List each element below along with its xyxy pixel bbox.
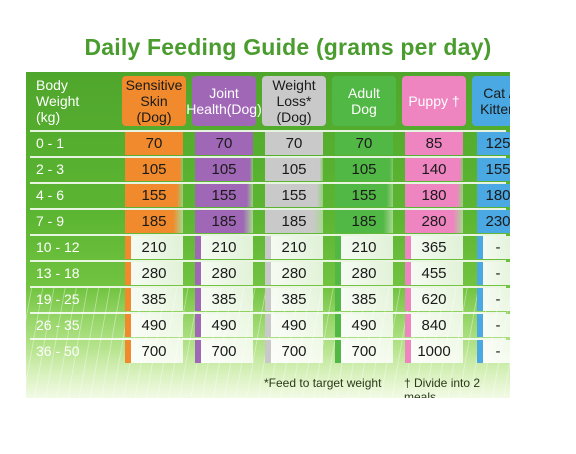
weight-range: 7 - 9 [36,213,65,229]
table-row: 13 - 18 280 280 280 280 455- [30,262,510,285]
weight-range: 10 - 12 [36,239,80,255]
header-cat: Cat / Kitten [472,76,510,126]
cell-cat: - [477,262,510,285]
table-row: 4 - 6 155 155 155 155 180 180 [30,184,510,207]
row-divider [30,234,506,236]
weight-range: 13 - 18 [36,265,80,281]
weight-range: 2 - 3 [36,161,65,177]
row-divider [30,182,506,184]
cell-cat: - [477,314,510,337]
table-row: 10 - 12 210 210 210 210 365- [30,236,510,259]
table-row: 19 - 25 385 385 385 385 620- [30,288,510,311]
cell-sensitive: 105 [125,158,183,181]
cell-adult: 155 [335,184,393,207]
cell-cat: 180 [477,184,510,207]
row-divider [30,156,506,158]
cell-puppy: 840 [405,314,463,337]
cell-adult: 700 [335,340,393,363]
row-divider [30,208,506,210]
row-divider [30,286,506,288]
cell-weightloss: 210 [265,236,323,259]
header-puppy: Puppy † [402,76,466,126]
table-row: 36 - 50 700 700 700 700 1000- [30,340,510,363]
cell-cat: - [477,340,510,363]
weight-range: 36 - 50 [36,343,80,359]
cell-sensitive: 490 [125,314,183,337]
cell-joint: 490 [195,314,253,337]
cell-sensitive: 185 [125,210,183,233]
cell-puppy: 620 [405,288,463,311]
cell-joint: 105 [195,158,253,181]
cell-sensitive: 210 [125,236,183,259]
cell-puppy: 280 [405,210,463,233]
cell-puppy: 140 [405,158,463,181]
cell-joint: 385 [195,288,253,311]
row-divider [30,338,506,340]
page-title: Daily Feeding Guide (grams per day) [84,34,492,60]
weight-range: 26 - 35 [36,317,80,333]
header-weightloss: Weight Loss*(Dog) [262,76,326,126]
cell-puppy: 365 [405,236,463,259]
cell-weightloss: 385 [265,288,323,311]
cell-cat: 155 [477,158,510,181]
cell-adult: 70 [335,132,393,155]
row-divider [30,312,506,314]
cell-puppy: 1000 [405,340,463,363]
header-weight: Body Weight (kg) [36,77,80,125]
cell-cat: - [477,288,510,311]
cell-adult: 490 [335,314,393,337]
cell-weightloss: 280 [265,262,323,285]
cell-weightloss: 105 [265,158,323,181]
feeding-table: *Feed to target weight † Divide into 2 m… [26,72,510,398]
cell-joint: 210 [195,236,253,259]
cell-weightloss: 185 [265,210,323,233]
cell-joint: 700 [195,340,253,363]
footnote-weight-loss: *Feed to target weight [264,376,382,390]
cell-weightloss: 700 [265,340,323,363]
cell-weightloss: 70 [265,132,323,155]
row-divider [30,260,506,262]
row-divider [30,130,506,132]
cell-adult: 385 [335,288,393,311]
cell-puppy: 180 [405,184,463,207]
cell-joint: 280 [195,262,253,285]
cell-sensitive: 280 [125,262,183,285]
cell-sensitive: 70 [125,132,183,155]
weight-range: 19 - 25 [36,291,80,307]
table-row: 2 - 3 105 105 105 105 140 155 [30,158,510,181]
cell-sensitive: 385 [125,288,183,311]
cell-puppy: 455 [405,262,463,285]
cell-cat: - [477,236,510,259]
cell-sensitive: 700 [125,340,183,363]
table-row: 7 - 9 185 185 185 185 280 230 [30,210,510,233]
cell-cat: 125 [477,132,510,155]
cell-adult: 210 [335,236,393,259]
cell-adult: 185 [335,210,393,233]
footnote-puppy: † Divide into 2 meals [404,376,481,398]
header-sensitive: Sensitive Skin (Dog) [122,76,186,126]
weight-range: 4 - 6 [36,187,65,203]
header-joint: Joint Health(Dog) [186,76,262,126]
cell-puppy: 85 [405,132,463,155]
weight-range: 0 - 1 [36,135,65,151]
table-row: 0 - 1 70 70 70 70 85 125 [30,132,510,155]
header-adult: Adult Dog [332,76,396,126]
cell-weightloss: 490 [265,314,323,337]
cell-joint: 70 [195,132,253,155]
cell-weightloss: 155 [265,184,323,207]
cell-sensitive: 155 [125,184,183,207]
cell-joint: 185 [195,210,253,233]
cell-cat: 230 [477,210,510,233]
cell-joint: 155 [195,184,253,207]
table-row: 26 - 35 490 490 490 490 840- [30,314,510,337]
cell-adult: 280 [335,262,393,285]
cell-adult: 105 [335,158,393,181]
